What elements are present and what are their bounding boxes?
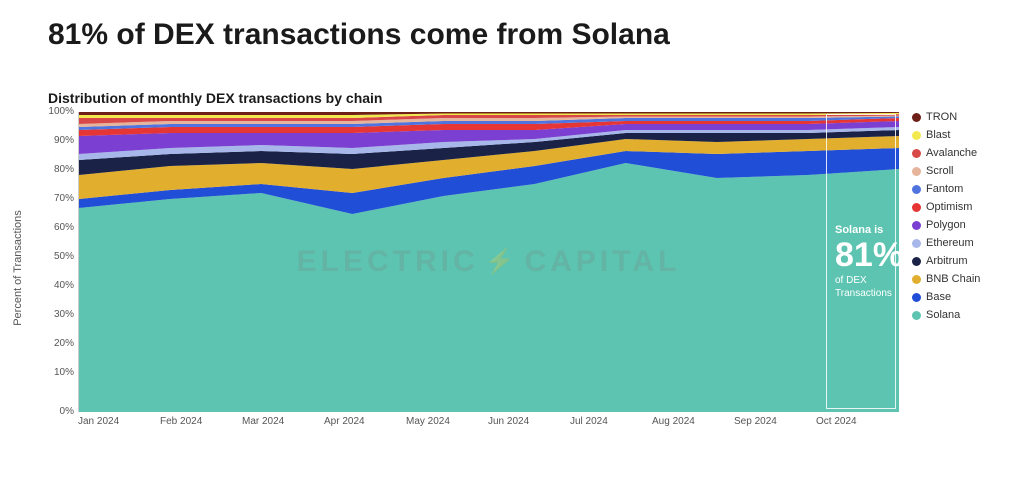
y-tick: 70% <box>48 194 74 204</box>
page-title: 81% of DEX transactions come from Solana <box>0 0 1024 52</box>
stacked-area-chart: ELECTRIC ⚡ CAPITAL Solana is 81% of DEXT… <box>78 112 898 412</box>
legend-item: Arbitrum <box>912 256 994 267</box>
legend-label: Optimism <box>926 202 972 213</box>
legend-item: Fantom <box>912 184 994 195</box>
x-tick: Jul 2024 <box>570 416 652 427</box>
x-tick: May 2024 <box>406 416 488 427</box>
legend-label: BNB Chain <box>926 274 980 285</box>
legend-label: Scroll <box>926 166 954 177</box>
x-tick: Sep 2024 <box>734 416 816 427</box>
legend-swatch <box>912 293 921 302</box>
y-axis-label: Percent of Transactions <box>12 210 24 326</box>
chart-legend: TRON Blast Avalanche Scroll Fantom Optimism Po… <box>898 112 994 412</box>
y-tick: 90% <box>48 136 74 146</box>
legend-swatch <box>912 185 921 194</box>
legend-swatch <box>912 311 921 320</box>
legend-swatch <box>912 257 921 266</box>
chart-svg <box>79 112 899 412</box>
legend-item: BNB Chain <box>912 274 994 285</box>
legend-label: Fantom <box>926 184 963 195</box>
chart-container: Percent of Transactions 100%90%80%70%60%… <box>0 112 1024 412</box>
x-tick: Mar 2024 <box>242 416 324 427</box>
x-axis-ticks: Jan 2024Feb 2024Mar 2024Apr 2024May 2024… <box>78 412 898 427</box>
legend-label: Base <box>926 292 951 303</box>
y-tick: 0% <box>48 407 74 417</box>
y-tick: 20% <box>48 339 74 349</box>
legend-label: Solana <box>926 310 960 321</box>
legend-swatch <box>912 131 921 140</box>
legend-item: Scroll <box>912 166 994 177</box>
legend-swatch <box>912 221 921 230</box>
legend-swatch <box>912 149 921 158</box>
legend-swatch <box>912 113 921 122</box>
chart-subtitle: Distribution of monthly DEX transactions… <box>0 52 1024 112</box>
x-tick: Apr 2024 <box>324 416 406 427</box>
x-tick: Jan 2024 <box>78 416 160 427</box>
legend-item: Solana <box>912 310 994 321</box>
legend-item: TRON <box>912 112 994 123</box>
area-solana <box>79 163 899 412</box>
legend-swatch <box>912 203 921 212</box>
legend-swatch <box>912 275 921 284</box>
legend-label: Polygon <box>926 220 966 231</box>
legend-item: Ethereum <box>912 238 994 249</box>
legend-label: Ethereum <box>926 238 974 249</box>
legend-label: Blast <box>926 130 950 141</box>
y-tick: 10% <box>48 368 74 378</box>
y-tick: 50% <box>48 252 74 262</box>
y-tick: 100% <box>48 107 74 117</box>
legend-item: Base <box>912 292 994 303</box>
x-tick: Aug 2024 <box>652 416 734 427</box>
legend-item: Optimism <box>912 202 994 213</box>
legend-label: TRON <box>926 112 957 123</box>
legend-item: Avalanche <box>912 148 994 159</box>
y-tick: 60% <box>48 223 74 233</box>
legend-item: Blast <box>912 130 994 141</box>
y-tick: 40% <box>48 281 74 291</box>
x-tick: Jun 2024 <box>488 416 570 427</box>
legend-swatch <box>912 239 921 248</box>
y-axis-ticks: 100%90%80%70%60%50%40%30%20%10%0% <box>48 112 78 412</box>
legend-item: Polygon <box>912 220 994 231</box>
legend-swatch <box>912 167 921 176</box>
y-tick: 80% <box>48 165 74 175</box>
legend-label: Avalanche <box>926 148 977 159</box>
x-tick: Oct 2024 <box>816 416 898 427</box>
y-tick: 30% <box>48 310 74 320</box>
x-tick: Feb 2024 <box>160 416 242 427</box>
legend-label: Arbitrum <box>926 256 968 267</box>
